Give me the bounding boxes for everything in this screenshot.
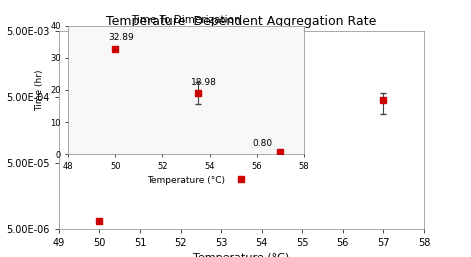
Y-axis label: Time (hr): Time (hr)	[35, 69, 44, 111]
Title: Temperature  Dependent Aggregation Rate: Temperature Dependent Aggregation Rate	[106, 15, 377, 28]
X-axis label: Temperature (°C): Temperature (°C)	[193, 253, 290, 257]
Y-axis label: Aggregation Rate: Aggregation Rate	[0, 81, 1, 179]
Text: 32.89: 32.89	[108, 33, 134, 42]
Text: 18.98: 18.98	[191, 78, 217, 87]
Title: Time To Dimerization: Time To Dimerization	[131, 15, 241, 25]
X-axis label: Temperature (°C): Temperature (°C)	[147, 176, 225, 185]
Text: 0.80: 0.80	[252, 139, 272, 148]
